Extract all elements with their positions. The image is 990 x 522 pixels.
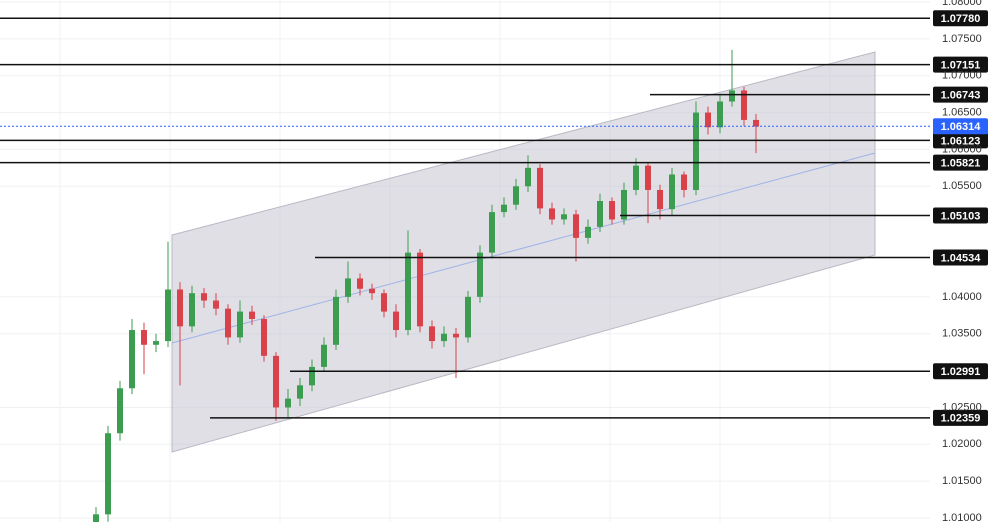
current-price-box [933,118,988,135]
y-tick-label: 1.03500 [942,328,982,340]
candle-body [573,214,579,238]
candle-body [513,186,519,205]
y-tick-label: 1.04000 [942,291,982,303]
y-tick-label: 1.02000 [942,438,982,450]
candle-body [705,112,711,128]
candle-body [201,293,207,301]
candle-body [309,366,315,386]
candle-body [345,278,351,297]
candle-body [297,385,303,399]
y-tick-label: 1.06000 [942,143,982,155]
level-label: 1.06123 [941,135,981,147]
level-label: 1.07780 [941,13,981,25]
candle-body [753,119,759,127]
regression-channel [171,51,876,453]
candle-body [93,514,99,522]
candle-body [477,252,483,297]
candle-body [273,355,279,408]
candle-body [189,293,195,327]
level-label-box [933,154,988,171]
y-tick-label: 1.07500 [942,33,982,45]
candle-body [621,189,627,220]
candle-body [429,326,435,342]
level-label: 1.07151 [941,59,981,71]
candle-body [357,278,363,289]
level-label-box [933,132,988,149]
candle-body [597,201,603,227]
candle-body [561,214,567,220]
candle-body [261,318,267,356]
candle-body [465,296,471,338]
candle-body [609,201,615,220]
candle-body [693,112,699,190]
candle-body [129,330,135,389]
level-label-box [933,10,988,27]
level-label: 1.02359 [941,413,981,425]
candle-body [249,311,255,319]
level-label: 1.02991 [941,366,981,378]
candle-body [153,341,159,345]
candle-body [741,90,747,120]
candle-body [441,333,447,342]
candle-body [105,433,111,515]
candle-body [645,165,651,190]
y-tick-label: 1.08000 [942,0,982,8]
candle-body [501,204,507,213]
candle-body [489,212,495,253]
candle-body [381,293,387,312]
level-label: 1.05821 [941,158,981,170]
candle-body [225,308,231,338]
levels: 1.07780 1.07151 1.06743 1.06123 1.05821 1.051… [0,10,988,426]
y-tick-label: 1.05500 [942,180,982,192]
candle-body [393,311,399,331]
candle-body [633,165,639,190]
candle-body [525,167,531,187]
level-label-box [933,207,988,224]
candle-body [585,226,591,238]
candle-body [333,296,339,345]
candle-body [369,288,375,294]
candle-body [141,330,147,345]
current-price-label: 1.06314 [941,121,982,133]
candle-body [537,167,543,209]
y-tick-label: 1.07000 [942,70,982,82]
level-label-box [933,249,988,266]
level-label: 1.04534 [941,252,982,264]
candles [93,49,759,522]
candle-body [405,252,411,331]
level-label: 1.06743 [941,90,981,102]
candle-body [453,333,459,338]
candle-body [681,174,687,190]
channel-midline [171,152,876,344]
candle-body [669,174,675,210]
candle-body [177,289,183,327]
candle-body [321,344,327,367]
candle-body [657,189,663,210]
candle-body [213,300,219,309]
level-label-box [933,409,988,426]
y-tick-label: 1.06500 [942,106,982,118]
level-label-box [933,363,988,380]
candle-body [549,208,555,220]
candle-body [417,252,423,327]
candle-body [237,311,243,338]
candle-body [117,388,123,434]
level-label: 1.05103 [941,210,981,222]
level-label-box [933,86,988,103]
y-tick-label: 1.02500 [942,401,982,413]
candle-body [717,101,723,128]
y-tick-label: 1.01500 [942,475,982,487]
y-tick-label: 1.01000 [942,512,982,522]
candle-body [285,398,291,408]
candle-body [165,289,171,342]
candle-body [729,90,735,102]
level-label-box [933,56,988,73]
